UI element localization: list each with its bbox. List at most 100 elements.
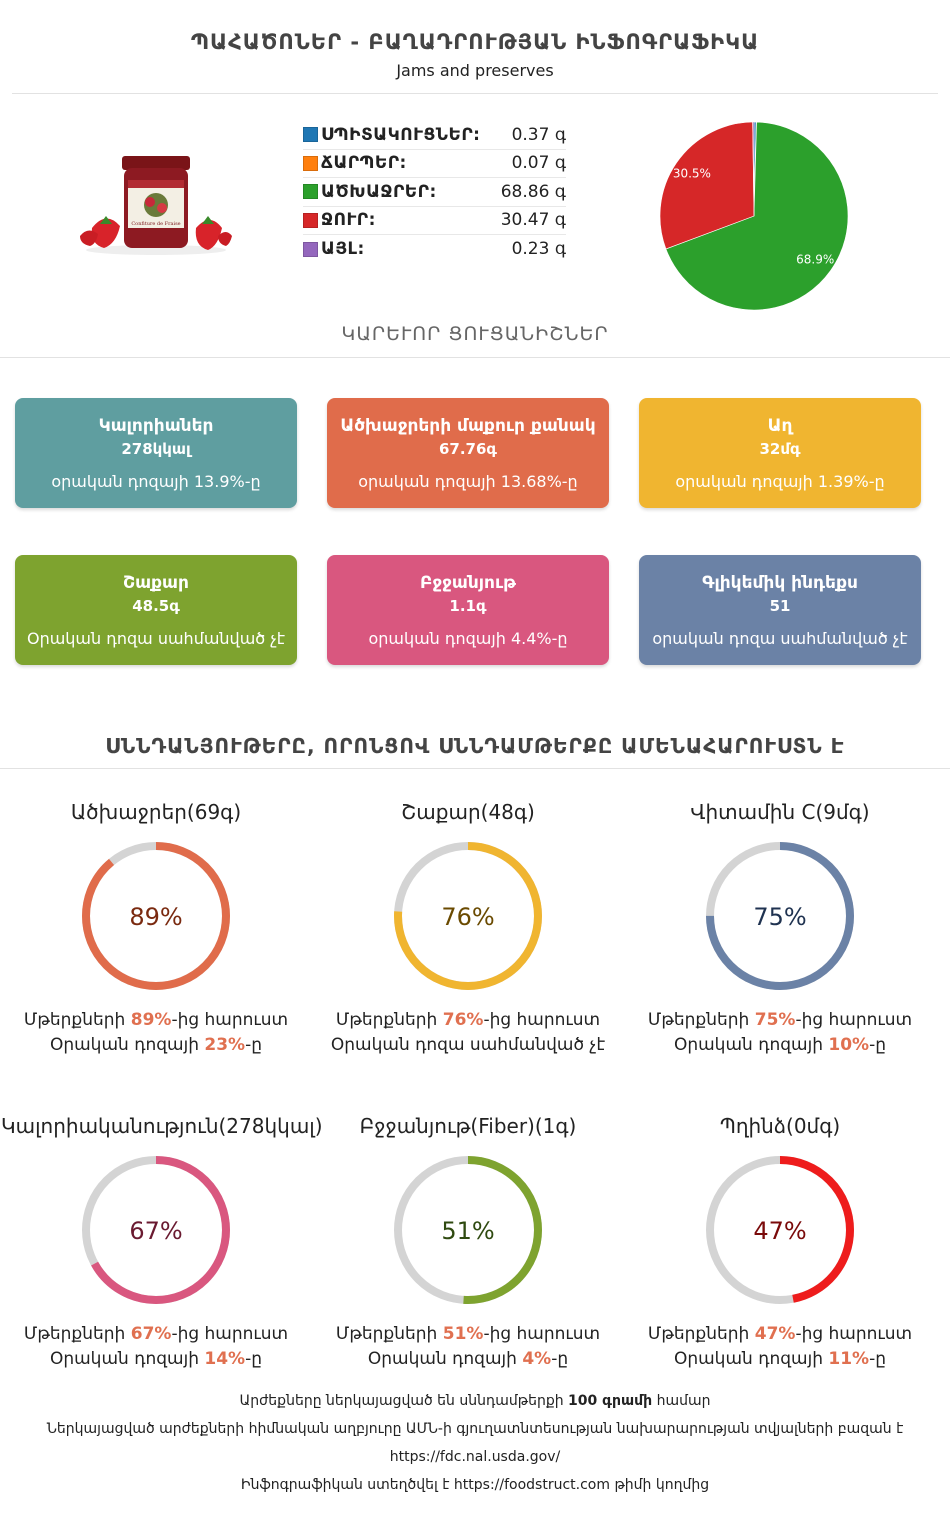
legend-row-fat: ՃԱՐՊԵՐ: 0.07 գ: [303, 150, 566, 178]
legend-label: ՋՈՒՐ:: [321, 210, 376, 231]
ring-fill: [706, 1156, 854, 1304]
page-title: ՊԱՀԱԾՈՆԵՐ - ԲԱՂԱԴՐՈՒԹՅԱՆ ԻՆՖՈԳՐԱՖԻԿԱ: [190, 30, 760, 54]
water-swatch: [303, 212, 318, 228]
card-value: 32մգ: [759, 440, 801, 458]
ring-percent-label: 51%: [441, 1217, 494, 1245]
ring-fill: [82, 1156, 230, 1304]
nutrient-calories: Կալորիականություն(278կկալ) 67% Մթերքների…: [1, 1114, 323, 1369]
card-daily: օրական դոզա սահմանված չէ: [652, 629, 908, 648]
composition-pie-chart: 68.9% 30.5%: [659, 121, 849, 311]
ring-fill: [82, 842, 230, 990]
nutrient-ring-chart: 75%: [706, 842, 854, 990]
card-title: Շաքար: [123, 573, 189, 593]
carbs-swatch: [303, 184, 318, 200]
nutrient-vitamin-c: Վիտամին C(9մգ) 75% Մթերքների 75%-ից հարո…: [625, 800, 935, 1055]
nutrient-daily-line: Օրական դոզայի 11%-ը: [673, 1349, 887, 1369]
nutrient-daily-line: Օրական դոզայի 10%-ը: [673, 1035, 887, 1055]
card-title: Բջջանյութ: [420, 573, 516, 593]
card-title: Գլիկեմիկ ինդեքս: [702, 573, 858, 593]
nutrient-ring-chart: 47%: [706, 1156, 854, 1304]
card-title: Կալորիաներ: [98, 416, 214, 436]
pie-slice: [659, 121, 755, 250]
key-indicators-divider: [0, 357, 950, 358]
nutrient-rank-line: Մթերքների 75%-ից հարուստ: [647, 1010, 913, 1030]
card-daily: օրական դոզայի 4.4%-ը: [368, 629, 568, 648]
legend-value: 0.37 գ: [511, 124, 566, 145]
ring-fill: [394, 842, 542, 990]
nutrient-rank-line: Մթերքների 47%-ից հարուստ: [647, 1324, 913, 1344]
ring-fill: [394, 1156, 542, 1304]
nutrient-title: Բջջանյութ(Fiber)(1գ): [359, 1114, 577, 1138]
legend-value: 30.47 գ: [500, 210, 566, 231]
legend-row-protein: ՍՊԻՏԱԿՈՒՑՆԵՐ: 0.37 գ: [303, 121, 566, 150]
card-daily: Օրական դոզա սահմանված չէ: [26, 629, 286, 648]
ring-percent-label: 67%: [129, 1217, 182, 1245]
legend-value: 0.07 գ: [511, 153, 566, 174]
card-calories: Կալորիաներ 278կկալ օրական դոզայի 13.9%-ը: [15, 398, 297, 508]
legend-label: ՍՊԻՏԱԿՈՒՑՆԵՐ:: [321, 124, 481, 145]
legend-row-carbs: ԱԾԽԱՋՐԵՐ: 68.86 գ: [303, 178, 566, 207]
nutrient-title: Ածխաջրեր(69գ): [70, 800, 242, 824]
nutrient-rank-line: Մթերքների 76%-ից հարուստ: [335, 1010, 601, 1030]
rich-nutrients-title: ՍՆՆԴԱՆՅՈՒԹԵՐԸ, ՈՐՈՆՑՈՎ ՍՆՆԴԱՄԹԵՐՔԸ ԱՄԵՆԱ…: [105, 734, 845, 758]
card-daily: օրական դոզայի 13.68%-ը: [358, 472, 578, 491]
nutrient-rank-line: Մթերքների 51%-ից հարուստ: [335, 1324, 601, 1344]
protein-swatch: [303, 127, 318, 143]
nutrient-ring-chart: 89%: [82, 842, 230, 990]
key-indicators-title: ԿԱՐԵՒՈՐ ՑՈՒՑԱՆԻՇՆԵՐ: [341, 323, 609, 345]
pie-slice: [665, 121, 849, 311]
ring-percent-label: 76%: [441, 903, 494, 931]
nutrient-rank-line: Մթերքների 67%-ից հարուստ: [23, 1324, 289, 1344]
nutrient-carbs: Ածխաջրեր(69գ) 89% Մթերքների 89%-ից հարու…: [1, 800, 311, 1055]
nutrient-daily-line: Օրական դոզայի 14%-ը: [49, 1349, 263, 1369]
legend-label: ԱՅԼ:: [321, 239, 365, 260]
ring-percent-label: 89%: [129, 903, 182, 931]
legend-row-other: ԱՅԼ: 0.23 գ: [303, 235, 566, 264]
legend-label: ԱԾԽԱՋՐԵՐ:: [321, 181, 437, 202]
card-value: 51: [769, 597, 791, 615]
nutrient-title: Կալորիականություն(278կկալ): [1, 1114, 323, 1138]
card-daily: օրական դոզայի 13.9%-ը: [51, 472, 261, 491]
nutrient-sugar: Շաքար(48գ) 76% Մթերքների 76%-ից հարուստ …: [313, 800, 623, 1055]
card-daily: օրական դոզայի 1.39%-ը: [675, 472, 885, 491]
footer-note-source: Ներկայացված արժեքների հիմնական աղբյուրը …: [46, 1421, 904, 1437]
page-subtitle: Jams and preserves: [396, 61, 554, 80]
jar-label: Confiture de Fraise: [131, 221, 180, 227]
footer-note-serving: Արժեքները ներկայացված են սննդամթերքի 100…: [239, 1393, 711, 1409]
nutrient-rank-line: Մթերքների 89%-ից հարուստ: [23, 1010, 289, 1030]
card-sugar: Շաքար 48.5գ Օրական դոզա սահմանված չէ: [15, 555, 297, 665]
fat-swatch: [303, 155, 318, 171]
card-glycemic-index: Գլիկեմիկ ինդեքս 51 օրական դոզա սահմանված…: [639, 555, 921, 665]
nutrient-ring-chart: 67%: [82, 1156, 230, 1304]
card-value: 1.1գ: [449, 597, 487, 615]
card-salt: Աղ 32մգ օրական դոզայի 1.39%-ը: [639, 398, 921, 508]
card-fiber: Բջջանյութ 1.1գ օրական դոզայի 4.4%-ը: [327, 555, 609, 665]
other-swatch: [303, 241, 318, 257]
nutrient-daily-line: Օրական դոզայի 4%-ը: [367, 1349, 569, 1369]
composition-legend: ՍՊԻՏԱԿՈՒՑՆԵՐ: 0.37 գ ՃԱՐՊԵՐ: 0.07 գ ԱԾԽԱ…: [303, 121, 566, 264]
legend-row-water: ՋՈՒՐ: 30.47 գ: [303, 207, 566, 235]
jam-jar-with-strawberries-icon: Confiture de Fraise: [80, 156, 232, 255]
legend-label: ՃԱՐՊԵՐ:: [321, 153, 407, 174]
pie-data-label: 68.9%: [796, 253, 834, 267]
card-title: Ածխաջրերի մաքուր քանակ: [340, 416, 596, 436]
legend-value: 0.23 գ: [511, 239, 566, 260]
footer-credit: Ինֆոգրաֆիկան ստեղծվել է https://foodstru…: [240, 1477, 710, 1493]
footer-source-link[interactable]: https://fdc.nal.usda.gov/: [389, 1449, 561, 1465]
header-divider: [12, 93, 938, 94]
pie-slice: [752, 121, 755, 217]
card-value: 48.5գ: [132, 597, 180, 615]
nutrient-title: Պղինձ(0մգ): [719, 1114, 841, 1138]
card-value: 67.76գ: [438, 440, 497, 458]
nutrient-ring-chart: 51%: [394, 1156, 542, 1304]
card-title: Աղ: [767, 416, 793, 436]
nutrient-daily-line: Օրական դոզա սահմանված չէ: [330, 1035, 606, 1055]
nutrient-daily-line: Օրական դոզայի 23%-ը: [49, 1035, 263, 1055]
nutrient-fiber: Բջջանյութ(Fiber)(1գ) 51% Մթերքների 51%-ի…: [313, 1114, 623, 1369]
rich-nutrients-divider: [0, 768, 950, 769]
card-value: 278կկալ: [121, 440, 191, 458]
nutrient-title: Շաքար(48գ): [401, 800, 535, 824]
nutrient-ring-chart: 76%: [394, 842, 542, 990]
legend-value: 68.86 գ: [500, 181, 566, 202]
ring-fill: [706, 842, 854, 990]
